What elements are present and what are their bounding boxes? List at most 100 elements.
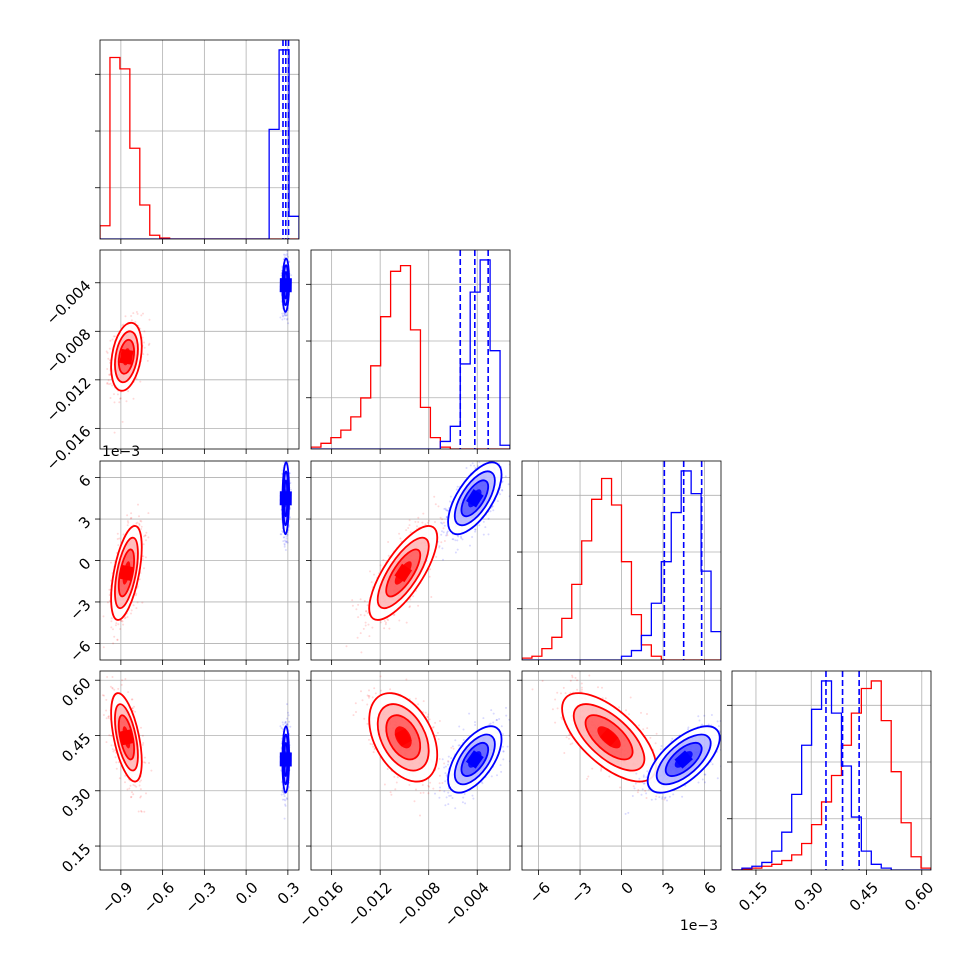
scatter-point [471,536,474,538]
scatter-point [382,558,385,561]
hist-line-blue [100,49,299,239]
scatter-point [122,623,125,626]
density-peak [279,491,292,506]
scatter-point [392,613,395,616]
scatter-point [108,734,111,737]
scatter-point [125,400,128,403]
scatter-plot-area [101,676,292,820]
scatter-point [283,536,286,539]
scatter-point [383,627,386,630]
scatter-point [118,537,121,540]
scatter-point [107,717,110,720]
scatter-point [146,353,149,356]
scatter-point [135,594,137,597]
scatter-point [430,596,433,598]
scatter-point [283,256,286,259]
scatter-point [111,384,114,387]
scatter-point [284,540,287,543]
hist-line-blue [732,680,931,870]
scatter-point [126,514,129,517]
scatter-point [279,316,282,319]
scatter-point [129,517,132,520]
scatter-point [111,686,114,689]
scatter-point [435,555,438,558]
scatter-point [107,379,110,382]
scatter-plot-area [105,250,293,434]
scatter-point [139,796,142,799]
scatter-point [456,548,459,551]
scatter-point [110,561,112,564]
scatter-point [130,609,133,612]
scatter-point [429,568,432,571]
scatter-point [106,601,109,604]
panel-frame [310,249,511,450]
scatter-point [120,619,123,622]
scatter-point [284,722,287,725]
scatter-point [495,456,497,458]
scatter-point [284,254,287,256]
scatter-point [424,523,427,526]
scatter-point [281,530,284,533]
scatter-point [449,495,452,498]
scatter-point [147,536,150,539]
scatter-point [436,540,439,543]
scatter-point [103,694,105,697]
density-peak [279,278,292,293]
scatter-point [405,621,408,624]
scatter-point [110,620,113,623]
scatter-point [409,531,412,534]
hist-plot-area [100,40,299,239]
scatter-point [102,714,105,716]
scatter-point [469,544,471,547]
scatter-point [279,533,282,536]
scatter-point [144,534,147,537]
scatter-point [124,774,127,777]
scatter-point [138,578,141,581]
scatter-point [126,524,129,527]
scatter-point [102,646,105,649]
scatter-point [115,767,118,770]
scatter-point [132,312,135,315]
scatter-point [363,600,366,603]
scatter-point [289,488,292,491]
scatter-point [439,516,442,519]
scatter-point [130,512,133,515]
scatter-point [441,518,444,521]
scatter-point [437,505,440,508]
scatter-point [422,512,425,515]
scatter-point [124,616,127,619]
scatter-point [417,604,420,607]
scatter-point [289,516,291,519]
scatter-point [440,541,443,544]
scatter-point [127,691,130,694]
scatter-point [416,525,418,528]
scatter-point [107,357,110,360]
scatter-point [445,534,448,537]
scatter-point [143,330,146,333]
scatter-point [282,536,285,539]
scatter-point [438,546,441,549]
scatter-point [428,519,430,522]
scatter-point [425,559,428,562]
scatter-point [482,533,485,536]
scatter-point [133,784,136,787]
scatter-point [144,556,147,559]
scatter-point [143,346,146,349]
scatter-point [111,687,114,690]
scatter-point [116,639,119,641]
scatter-point [486,458,488,460]
scatter-point [408,519,411,522]
scatter-point [127,521,130,524]
scatter-point [283,312,286,315]
hist-line-red [311,264,510,449]
scatter-point [285,540,288,543]
scatter-point [501,489,504,492]
scatter-point [112,750,115,753]
scatter-point [131,698,134,701]
scatter-point [140,726,142,729]
scatter-point [283,253,285,256]
scatter-point [119,628,122,630]
scatter-point [281,790,284,793]
scatter-point [484,526,487,529]
scatter-point [283,542,286,545]
